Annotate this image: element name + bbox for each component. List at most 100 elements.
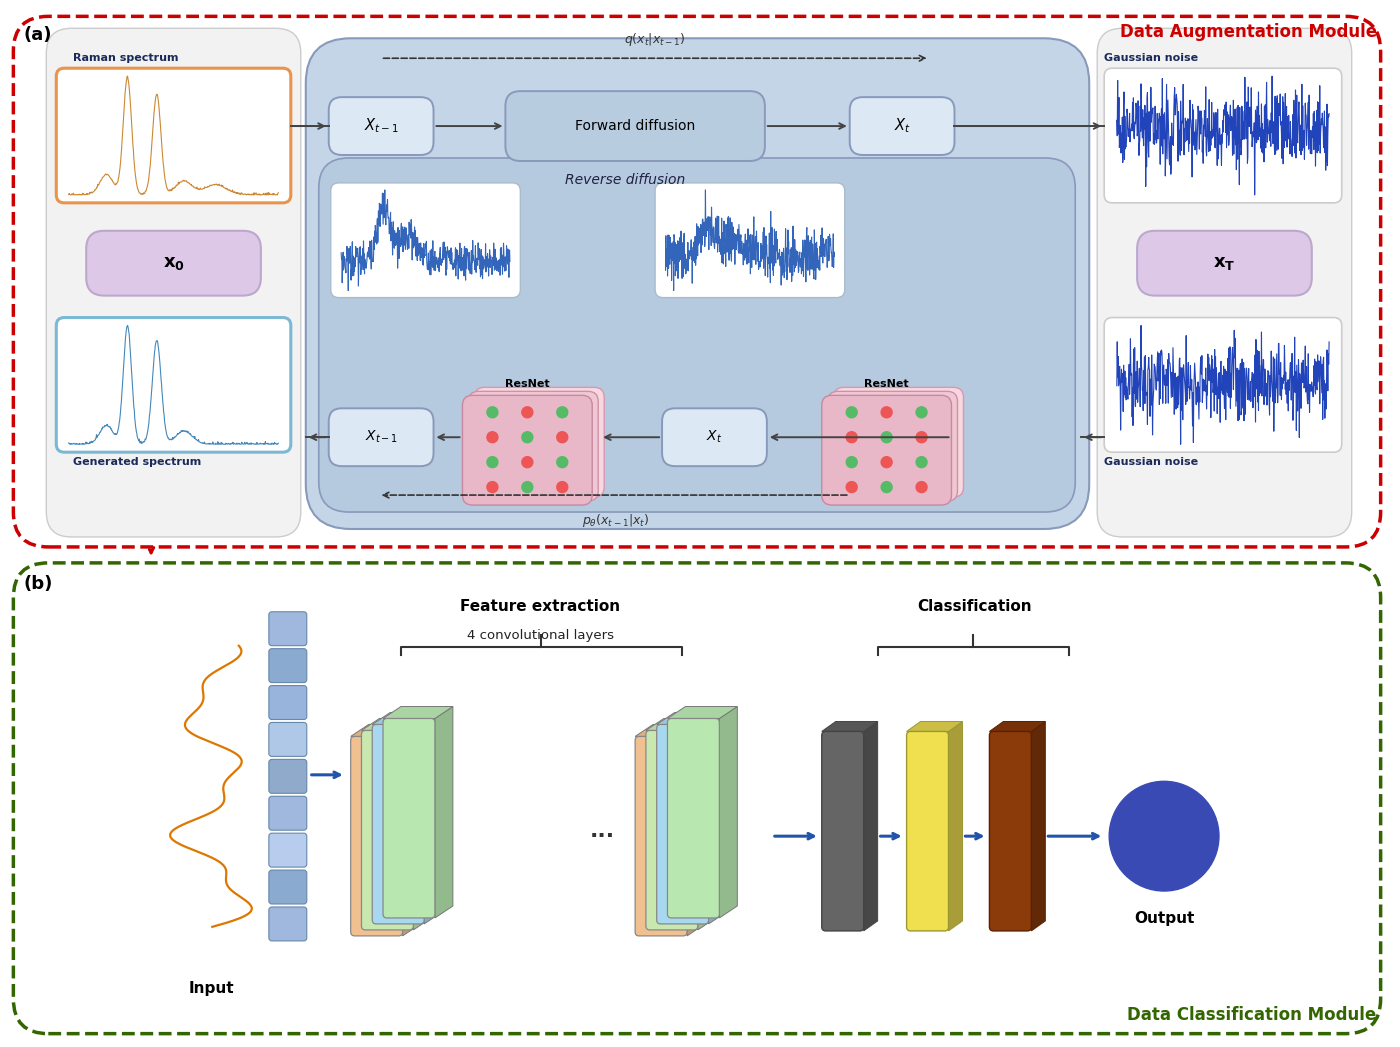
FancyBboxPatch shape xyxy=(305,39,1089,529)
FancyBboxPatch shape xyxy=(269,649,307,683)
FancyBboxPatch shape xyxy=(330,183,521,297)
Circle shape xyxy=(557,482,568,492)
FancyBboxPatch shape xyxy=(319,158,1075,512)
Polygon shape xyxy=(645,718,715,731)
Text: Input: Input xyxy=(188,981,234,996)
Circle shape xyxy=(916,407,927,418)
Circle shape xyxy=(487,482,498,492)
FancyBboxPatch shape xyxy=(907,732,949,931)
Text: $X_{t-1}$: $X_{t-1}$ xyxy=(364,429,398,445)
FancyBboxPatch shape xyxy=(1105,317,1341,452)
FancyBboxPatch shape xyxy=(662,408,767,466)
Circle shape xyxy=(522,482,533,492)
Polygon shape xyxy=(413,718,431,930)
FancyBboxPatch shape xyxy=(655,183,844,297)
Circle shape xyxy=(846,431,857,443)
Circle shape xyxy=(916,456,927,468)
Text: Output: Output xyxy=(1134,911,1194,926)
FancyBboxPatch shape xyxy=(372,725,424,923)
FancyBboxPatch shape xyxy=(462,396,592,505)
Polygon shape xyxy=(907,721,962,732)
FancyBboxPatch shape xyxy=(329,408,434,466)
Polygon shape xyxy=(822,721,878,732)
Polygon shape xyxy=(949,721,962,931)
Circle shape xyxy=(881,482,892,492)
Text: $\mathbf{x_T}$: $\mathbf{x_T}$ xyxy=(1214,254,1236,272)
FancyBboxPatch shape xyxy=(269,759,307,794)
FancyBboxPatch shape xyxy=(469,392,598,502)
Polygon shape xyxy=(990,721,1046,732)
Circle shape xyxy=(522,456,533,468)
FancyBboxPatch shape xyxy=(636,736,687,936)
FancyBboxPatch shape xyxy=(475,387,605,497)
FancyBboxPatch shape xyxy=(822,732,864,931)
FancyBboxPatch shape xyxy=(269,686,307,719)
FancyBboxPatch shape xyxy=(46,28,301,537)
FancyBboxPatch shape xyxy=(834,387,963,497)
FancyBboxPatch shape xyxy=(1105,68,1341,203)
Circle shape xyxy=(522,431,533,443)
FancyBboxPatch shape xyxy=(350,736,403,936)
Text: Data Augmentation Module: Data Augmentation Module xyxy=(1120,23,1376,41)
Circle shape xyxy=(881,431,892,443)
FancyBboxPatch shape xyxy=(269,870,307,904)
Circle shape xyxy=(557,456,568,468)
Circle shape xyxy=(1109,781,1219,891)
Text: Raman spectrum: Raman spectrum xyxy=(73,53,179,63)
Circle shape xyxy=(487,407,498,418)
Text: ResNet: ResNet xyxy=(864,379,909,389)
FancyBboxPatch shape xyxy=(329,97,434,155)
FancyBboxPatch shape xyxy=(384,718,435,918)
Polygon shape xyxy=(636,725,706,736)
FancyBboxPatch shape xyxy=(850,97,955,155)
FancyBboxPatch shape xyxy=(657,725,708,923)
Text: (a): (a) xyxy=(24,26,52,44)
Polygon shape xyxy=(668,707,738,718)
Text: $q(x_t|x_{t-1})$: $q(x_t|x_{t-1})$ xyxy=(624,31,686,48)
Text: 4 convolutional layers: 4 convolutional layers xyxy=(466,628,613,642)
FancyBboxPatch shape xyxy=(361,731,413,930)
Polygon shape xyxy=(372,713,442,725)
Polygon shape xyxy=(361,718,431,731)
Text: Feature extraction: Feature extraction xyxy=(461,599,620,614)
Text: $p_\theta(x_{t-1}|x_t)$: $p_\theta(x_{t-1}|x_t)$ xyxy=(581,512,648,529)
Polygon shape xyxy=(864,721,878,931)
Text: Gaussian noise: Gaussian noise xyxy=(1105,53,1198,63)
Polygon shape xyxy=(424,713,442,923)
FancyBboxPatch shape xyxy=(645,731,697,930)
Text: ResNet: ResNet xyxy=(505,379,550,389)
FancyBboxPatch shape xyxy=(505,91,764,161)
Circle shape xyxy=(916,431,927,443)
Text: $\mathbf{x_0}$: $\mathbf{x_0}$ xyxy=(162,254,185,272)
FancyBboxPatch shape xyxy=(1137,230,1312,295)
FancyBboxPatch shape xyxy=(56,68,291,203)
Text: Gaussian noise: Gaussian noise xyxy=(1105,458,1198,467)
Polygon shape xyxy=(403,725,420,936)
Polygon shape xyxy=(384,707,452,718)
Circle shape xyxy=(522,407,533,418)
Polygon shape xyxy=(697,718,715,930)
Text: Classification: Classification xyxy=(917,599,1032,614)
Text: $X_{t-1}$: $X_{t-1}$ xyxy=(364,116,399,135)
FancyBboxPatch shape xyxy=(822,396,952,505)
FancyBboxPatch shape xyxy=(668,718,720,918)
Text: ...: ... xyxy=(589,821,615,841)
FancyBboxPatch shape xyxy=(269,611,307,646)
Text: $X_t$: $X_t$ xyxy=(707,429,722,445)
Circle shape xyxy=(557,431,568,443)
Polygon shape xyxy=(657,713,727,725)
FancyBboxPatch shape xyxy=(87,230,260,295)
FancyBboxPatch shape xyxy=(269,722,307,756)
Circle shape xyxy=(916,482,927,492)
Circle shape xyxy=(487,456,498,468)
Polygon shape xyxy=(1032,721,1046,931)
Text: (b): (b) xyxy=(24,575,53,593)
Circle shape xyxy=(881,407,892,418)
Text: $X_t$: $X_t$ xyxy=(893,116,910,135)
Polygon shape xyxy=(350,725,420,736)
Polygon shape xyxy=(687,725,706,936)
FancyBboxPatch shape xyxy=(1098,28,1352,537)
FancyBboxPatch shape xyxy=(269,833,307,867)
Circle shape xyxy=(846,482,857,492)
Polygon shape xyxy=(708,713,727,923)
